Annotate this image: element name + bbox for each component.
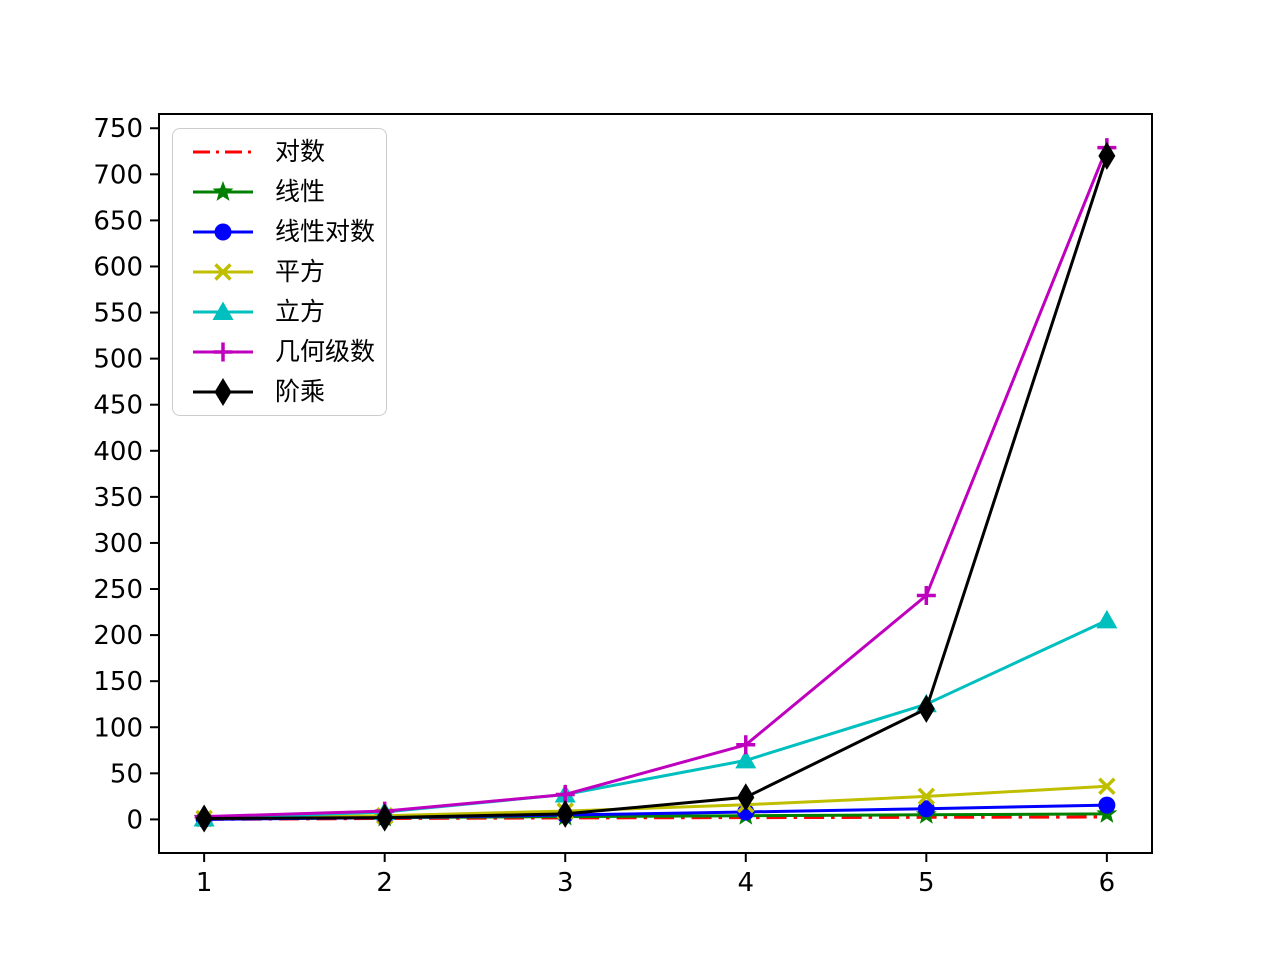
marker-triangle-up: [212, 301, 234, 320]
y-tick-label: 0: [126, 805, 143, 835]
x-tick-label: 5: [918, 868, 935, 898]
x-axis: 1 2 3 4 5 6: [196, 853, 1115, 898]
marker-circle: [1098, 796, 1116, 814]
legend-item-linearithmic: 线性对数: [173, 212, 386, 252]
legend-label-geometric: 几何级数: [275, 337, 376, 366]
marker-diamond: [1098, 141, 1116, 170]
marker-plus: [916, 585, 936, 605]
y-tick-label: 100: [93, 713, 143, 743]
legend-sample-cube: [193, 301, 253, 320]
y-tick-label: 150: [93, 667, 143, 697]
y-axis: 0 50 100 150 200 250 300 350 400 450 500 550 600 650 7…: [93, 114, 159, 835]
legend-label-linear: 线性: [275, 177, 326, 206]
marker-x: [214, 263, 232, 281]
legend: 对数 线性 线性对数 平方 立方 几何级数 阶乘: [172, 128, 387, 416]
legend-sample-geometric: [193, 342, 253, 362]
marker-diamond: [737, 783, 755, 812]
marker-circle: [214, 223, 232, 241]
legend-sample-linear: [193, 181, 253, 201]
legend-label-factorial: 阶乘: [275, 377, 326, 406]
marker-triangle-up: [1096, 609, 1118, 629]
series-line-cube: [204, 619, 1108, 820]
series-line-geometric: [204, 147, 1109, 819]
axes-frame: [158, 113, 1153, 854]
legend-sample-factorial: [193, 378, 253, 406]
x-tick-label: 2: [376, 868, 393, 898]
x-tick-label: 4: [737, 868, 754, 898]
x-tick-label: 1: [196, 868, 213, 898]
y-tick-label: 550: [93, 299, 143, 329]
legend-item-linear: 线性: [173, 172, 386, 212]
marker-triangle-up: [735, 749, 757, 769]
y-tick-label: 300: [93, 529, 143, 559]
legend-item-cube: 立方: [173, 292, 386, 332]
marker-x: [1098, 777, 1116, 795]
marker-plus: [213, 342, 233, 362]
legend-item-geometric: 几何级数: [173, 332, 386, 372]
x-tick-label: 6: [1099, 868, 1116, 898]
series-line-factorial: [204, 155, 1109, 820]
y-tick-label: 350: [93, 483, 143, 513]
marker-diamond: [376, 803, 394, 832]
y-tick-label: 250: [93, 575, 143, 605]
y-tick-label: 200: [93, 621, 143, 651]
marker-plus: [736, 735, 756, 755]
legend-label-square: 平方: [275, 257, 326, 286]
y-tick-label: 500: [93, 345, 143, 375]
legend-item-square: 平方: [173, 252, 386, 292]
y-tick-label: 750: [93, 114, 143, 144]
marker-diamond: [917, 694, 935, 723]
legend-label-cube: 立方: [275, 297, 326, 326]
marker-diamond: [214, 378, 232, 406]
marker-x: [917, 787, 936, 806]
y-tick-label: 650: [93, 206, 143, 236]
series-line-square: [204, 784, 1107, 820]
y-tick-label: 700: [93, 160, 143, 190]
marker-diamond: [195, 804, 213, 833]
y-tick-label: 400: [93, 437, 143, 467]
marker-star: [212, 181, 234, 201]
y-tick-label: 600: [93, 252, 143, 282]
legend-label-linearithmic: 线性对数: [275, 217, 376, 246]
legend-sample-square: [193, 263, 253, 281]
marker-diamond: [556, 799, 574, 828]
x-tick-label: 3: [557, 868, 574, 898]
y-tick-label: 450: [93, 391, 143, 421]
legend-item-factorial: 阶乘: [173, 372, 386, 412]
legend-sample-linearithmic: [193, 223, 253, 241]
legend-sample-logarithm: [193, 150, 253, 154]
legend-item-logarithm: 对数: [173, 132, 386, 172]
legend-label-logarithm: 对数: [275, 137, 326, 166]
marker-circle: [917, 800, 935, 818]
series-factorial: [195, 141, 1116, 833]
y-tick-label: 50: [110, 759, 143, 789]
